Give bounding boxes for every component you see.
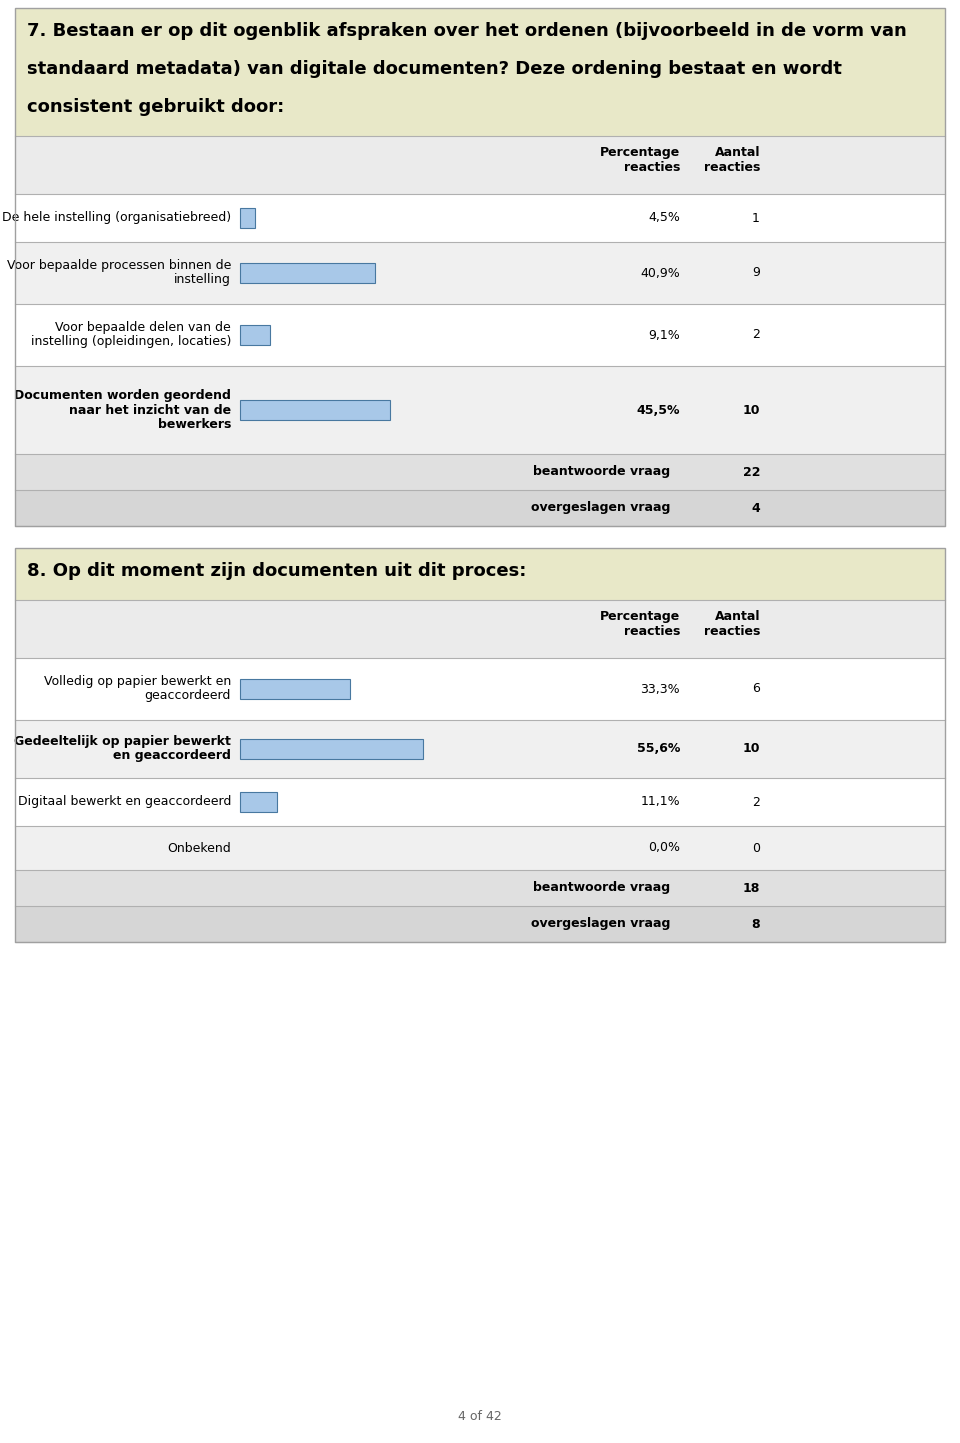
Bar [15,367,945,455]
Text: 2: 2 [752,329,760,342]
Text: en geaccordeerd: en geaccordeerd [113,749,231,762]
Bar [240,400,390,420]
Text: geaccordeerd: geaccordeerd [145,690,231,703]
Text: beantwoorde vraag: beantwoorde vraag [533,882,670,895]
Text: overgeslagen vraag: overgeslagen vraag [531,502,670,515]
Text: 55,6%: 55,6% [636,743,680,756]
Bar [15,9,945,527]
Bar [15,455,945,491]
Text: 0: 0 [752,841,760,854]
Text: Percentage
reacties: Percentage reacties [600,146,680,175]
Bar [15,548,945,942]
Text: Gedeeltelijk op papier bewerkt: Gedeeltelijk op papier bewerkt [14,736,231,749]
Text: 4,5%: 4,5% [648,212,680,225]
Text: 9: 9 [752,267,760,280]
Text: instelling (opleidingen, locaties): instelling (opleidingen, locaties) [31,336,231,349]
Bar [15,658,945,720]
Text: 8. Op dit moment zijn documenten uit dit proces:: 8. Op dit moment zijn documenten uit dit… [27,561,526,580]
Bar [15,720,945,778]
Text: Volledig op papier bewerkt en: Volledig op papier bewerkt en [44,675,231,688]
Bar [15,304,945,367]
Text: 33,3%: 33,3% [640,683,680,696]
Bar [15,136,945,193]
Bar [15,193,945,242]
Bar [240,208,254,228]
Text: Voor bepaalde processen binnen de: Voor bepaalde processen binnen de [7,260,231,273]
Text: 18: 18 [743,882,760,895]
Text: consistent gebruikt door:: consistent gebruikt door: [27,98,284,115]
Text: 9,1%: 9,1% [648,329,680,342]
Text: Voor bepaalde delen van de: Voor bepaalde delen van de [56,322,231,335]
Text: standaard metadata) van digitale documenten? Deze ordening bestaat en wordt: standaard metadata) van digitale documen… [27,61,842,78]
Bar [15,825,945,870]
Text: De hele instelling (organisatiebreed): De hele instelling (organisatiebreed) [2,212,231,225]
Text: Aantal
reacties: Aantal reacties [704,146,760,175]
Bar [15,9,945,136]
Bar [15,491,945,527]
Text: instelling: instelling [174,274,231,287]
Bar [240,792,276,812]
Text: Onbekend: Onbekend [167,841,231,854]
Text: Percentage
reacties: Percentage reacties [600,610,680,638]
Bar [15,778,945,825]
Text: 4: 4 [752,502,760,515]
Bar [15,242,945,304]
Text: 6: 6 [752,683,760,696]
Bar [15,870,945,906]
Text: 22: 22 [742,466,760,479]
Text: Digitaal bewerkt en geaccordeerd: Digitaal bewerkt en geaccordeerd [17,795,231,808]
Text: 8: 8 [752,918,760,931]
Text: beantwoorde vraag: beantwoorde vraag [533,466,670,479]
Text: 1: 1 [752,212,760,225]
Text: Aantal
reacties: Aantal reacties [704,610,760,638]
Text: 4 of 42: 4 of 42 [458,1410,502,1423]
Text: 10: 10 [742,743,760,756]
Text: naar het inzicht van de: naar het inzicht van de [69,404,231,417]
Text: 10: 10 [742,404,760,417]
Bar [15,600,945,658]
Bar [240,739,423,759]
Text: 11,1%: 11,1% [640,795,680,808]
Text: bewerkers: bewerkers [157,417,231,430]
Bar [240,325,270,345]
Text: 45,5%: 45,5% [636,404,680,417]
Text: 7. Bestaan er op dit ogenblik afspraken over het ordenen (bijvoorbeeld in de vor: 7. Bestaan er op dit ogenblik afspraken … [27,22,907,40]
Text: overgeslagen vraag: overgeslagen vraag [531,918,670,931]
Bar [240,680,349,698]
Text: Documenten worden geordend: Documenten worden geordend [14,390,231,403]
Bar [240,263,375,283]
Bar [15,906,945,942]
Text: 0,0%: 0,0% [648,841,680,854]
Bar [15,548,945,600]
Text: 2: 2 [752,795,760,808]
Text: 40,9%: 40,9% [640,267,680,280]
